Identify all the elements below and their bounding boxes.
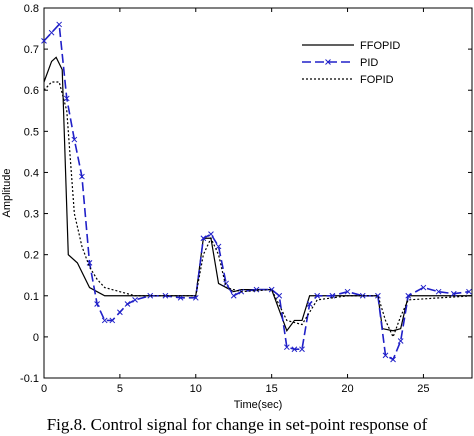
y-tick-label: 0.4 <box>24 167 39 179</box>
marker <box>41 38 47 44</box>
marker <box>359 292 366 299</box>
x-tick-label: 20 <box>341 383 353 395</box>
marker <box>63 95 70 102</box>
marker <box>314 292 321 299</box>
x-axis-label: Time(sec) <box>234 399 282 411</box>
marker <box>132 297 138 303</box>
x-tick-label: 15 <box>266 383 278 395</box>
marker <box>147 292 154 299</box>
y-tick-label: 0.6 <box>24 85 39 97</box>
marker <box>253 286 260 293</box>
marker <box>276 292 283 299</box>
marker <box>420 284 427 291</box>
marker <box>397 338 404 344</box>
marker <box>329 292 336 299</box>
marker <box>192 294 199 301</box>
caption: Fig.8. Control signal for change in set-… <box>47 415 428 434</box>
y-tick-label: 0.5 <box>24 126 39 138</box>
marker <box>117 309 123 316</box>
marker <box>382 352 389 359</box>
x-tick-label: 10 <box>190 383 202 395</box>
x-tick-label: 0 <box>41 383 47 395</box>
y-tick-label: 0.3 <box>24 209 39 221</box>
marker <box>71 136 78 143</box>
y-tick-label: 0.7 <box>24 44 39 56</box>
marker <box>299 346 305 353</box>
marker <box>405 292 412 299</box>
marker <box>200 235 207 242</box>
marker <box>94 301 100 307</box>
marker <box>230 292 237 299</box>
marker <box>435 288 442 295</box>
marker <box>375 292 381 299</box>
series-line <box>43 22 470 361</box>
marker <box>124 301 131 307</box>
marker <box>283 344 290 351</box>
marker <box>466 288 472 295</box>
marker <box>56 21 63 28</box>
marker <box>223 280 229 287</box>
y-axis-label: Amplitude <box>1 169 13 218</box>
x-tick-label: 5 <box>117 383 123 395</box>
y-tick-label: 0.8 <box>24 3 39 15</box>
y-tick-label: 0 <box>33 332 39 344</box>
marker <box>306 301 313 307</box>
marker <box>208 231 214 237</box>
marker <box>101 317 108 324</box>
plot-frame <box>43 7 473 379</box>
marker <box>344 288 351 295</box>
marker <box>162 292 169 299</box>
marker <box>390 356 396 363</box>
marker <box>325 59 331 65</box>
marker <box>450 290 457 297</box>
marker <box>79 173 85 180</box>
y-tick-label: -0.1 <box>20 373 39 385</box>
legend-label: FFOPID <box>360 40 400 52</box>
series-line <box>43 56 472 332</box>
legend-label: FOPID <box>360 74 394 86</box>
marker <box>215 243 222 250</box>
marker <box>109 317 116 324</box>
y-tick-label: 0.1 <box>24 291 39 303</box>
marker <box>48 29 55 36</box>
marker <box>268 286 275 293</box>
y-tick-label: 0.2 <box>24 250 39 262</box>
marker <box>291 346 298 353</box>
legend-label: PID <box>360 57 378 69</box>
x-tick-label: 25 <box>417 383 429 395</box>
